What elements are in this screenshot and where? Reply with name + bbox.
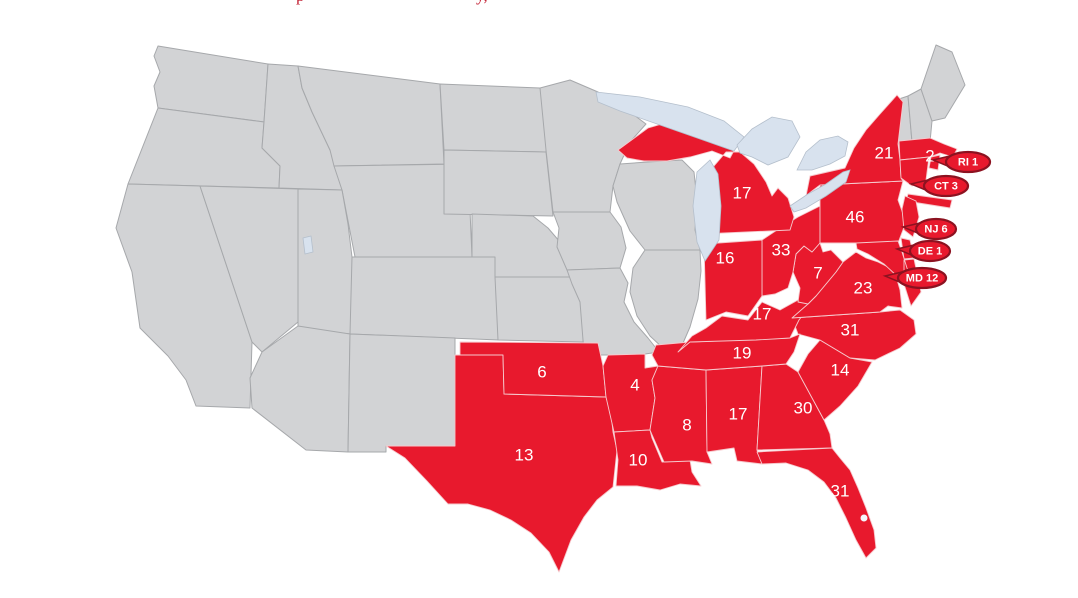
- state-oh: [761, 205, 821, 297]
- state-nc: [791, 309, 917, 361]
- state-fl: [756, 447, 877, 559]
- callout-ct: CT 3: [908, 174, 970, 198]
- lake-okeechobee: [860, 514, 868, 522]
- state-value-label-pa: 46: [846, 208, 865, 227]
- state-wi: [612, 159, 701, 251]
- state-ga: [756, 363, 833, 451]
- callout-nj: NJ 6: [900, 217, 958, 241]
- state-value-label-ga: 30: [794, 399, 813, 418]
- state-nh: [907, 88, 933, 143]
- state-value-label-ma: 2: [925, 147, 934, 166]
- callout-bubble-ri: [944, 150, 992, 174]
- state-value-label-al: 17: [729, 405, 748, 424]
- state-value-label-wv: 7: [813, 264, 822, 283]
- state-value-label-ms: 8: [682, 416, 691, 435]
- callout-md: MD 12: [882, 266, 948, 290]
- state-nm: [347, 333, 456, 453]
- state-me: [920, 44, 966, 122]
- state-value-label-nc: 31: [841, 321, 860, 340]
- callout-label-md: MD 12: [906, 273, 938, 285]
- state-value-label-tx: 13: [515, 446, 534, 465]
- callout-label-ct: CT 3: [934, 181, 958, 193]
- state-nd: [439, 83, 550, 153]
- state-value-label-fl: 31: [831, 482, 850, 501]
- state-ok: [459, 341, 607, 398]
- state-value-label-ny: 21: [875, 144, 894, 163]
- state-ut: [297, 188, 353, 335]
- lake-superior: [595, 91, 745, 152]
- callout-ri: RI 1: [930, 150, 992, 174]
- callout-label-ri: RI 1: [958, 157, 978, 169]
- state-la: [613, 429, 702, 491]
- state-value-label-la: 10: [629, 451, 648, 470]
- state-value-label-oh: 33: [772, 241, 791, 260]
- state-in: [703, 239, 763, 321]
- callout-de: DE 1: [894, 239, 952, 263]
- state-ia: [552, 211, 627, 271]
- state-value-label-ky: 17: [753, 305, 772, 324]
- state-sd: [443, 149, 554, 217]
- state-value-label-ar: 4: [630, 376, 639, 395]
- lake-michigan: [692, 159, 722, 262]
- state-ks: [494, 276, 584, 343]
- state-value-label-tn: 19: [733, 344, 752, 363]
- lake-erie: [789, 169, 851, 213]
- callout-label-nj: NJ 6: [924, 224, 947, 236]
- callout-label-de: DE 1: [918, 246, 942, 258]
- state-value-label-ok: 6: [537, 363, 546, 382]
- lake-ontario: [796, 135, 849, 171]
- state-co: [349, 256, 500, 341]
- callout-bubble-md: [896, 266, 948, 290]
- state-ms: [649, 365, 713, 465]
- callout-bubble-nj: [914, 217, 958, 241]
- state-value-label-in: 16: [716, 249, 735, 268]
- callout-bubble-ct: [922, 174, 970, 198]
- lake-huron: [736, 116, 801, 166]
- state-value-label-va: 23: [854, 279, 873, 298]
- callout-bubble-de: [908, 239, 952, 263]
- state-sc: [797, 339, 873, 421]
- state-value-label-sc: 14: [831, 361, 850, 380]
- great-salt-lake: [302, 235, 314, 255]
- state-value-label-mi: 17: [733, 184, 752, 203]
